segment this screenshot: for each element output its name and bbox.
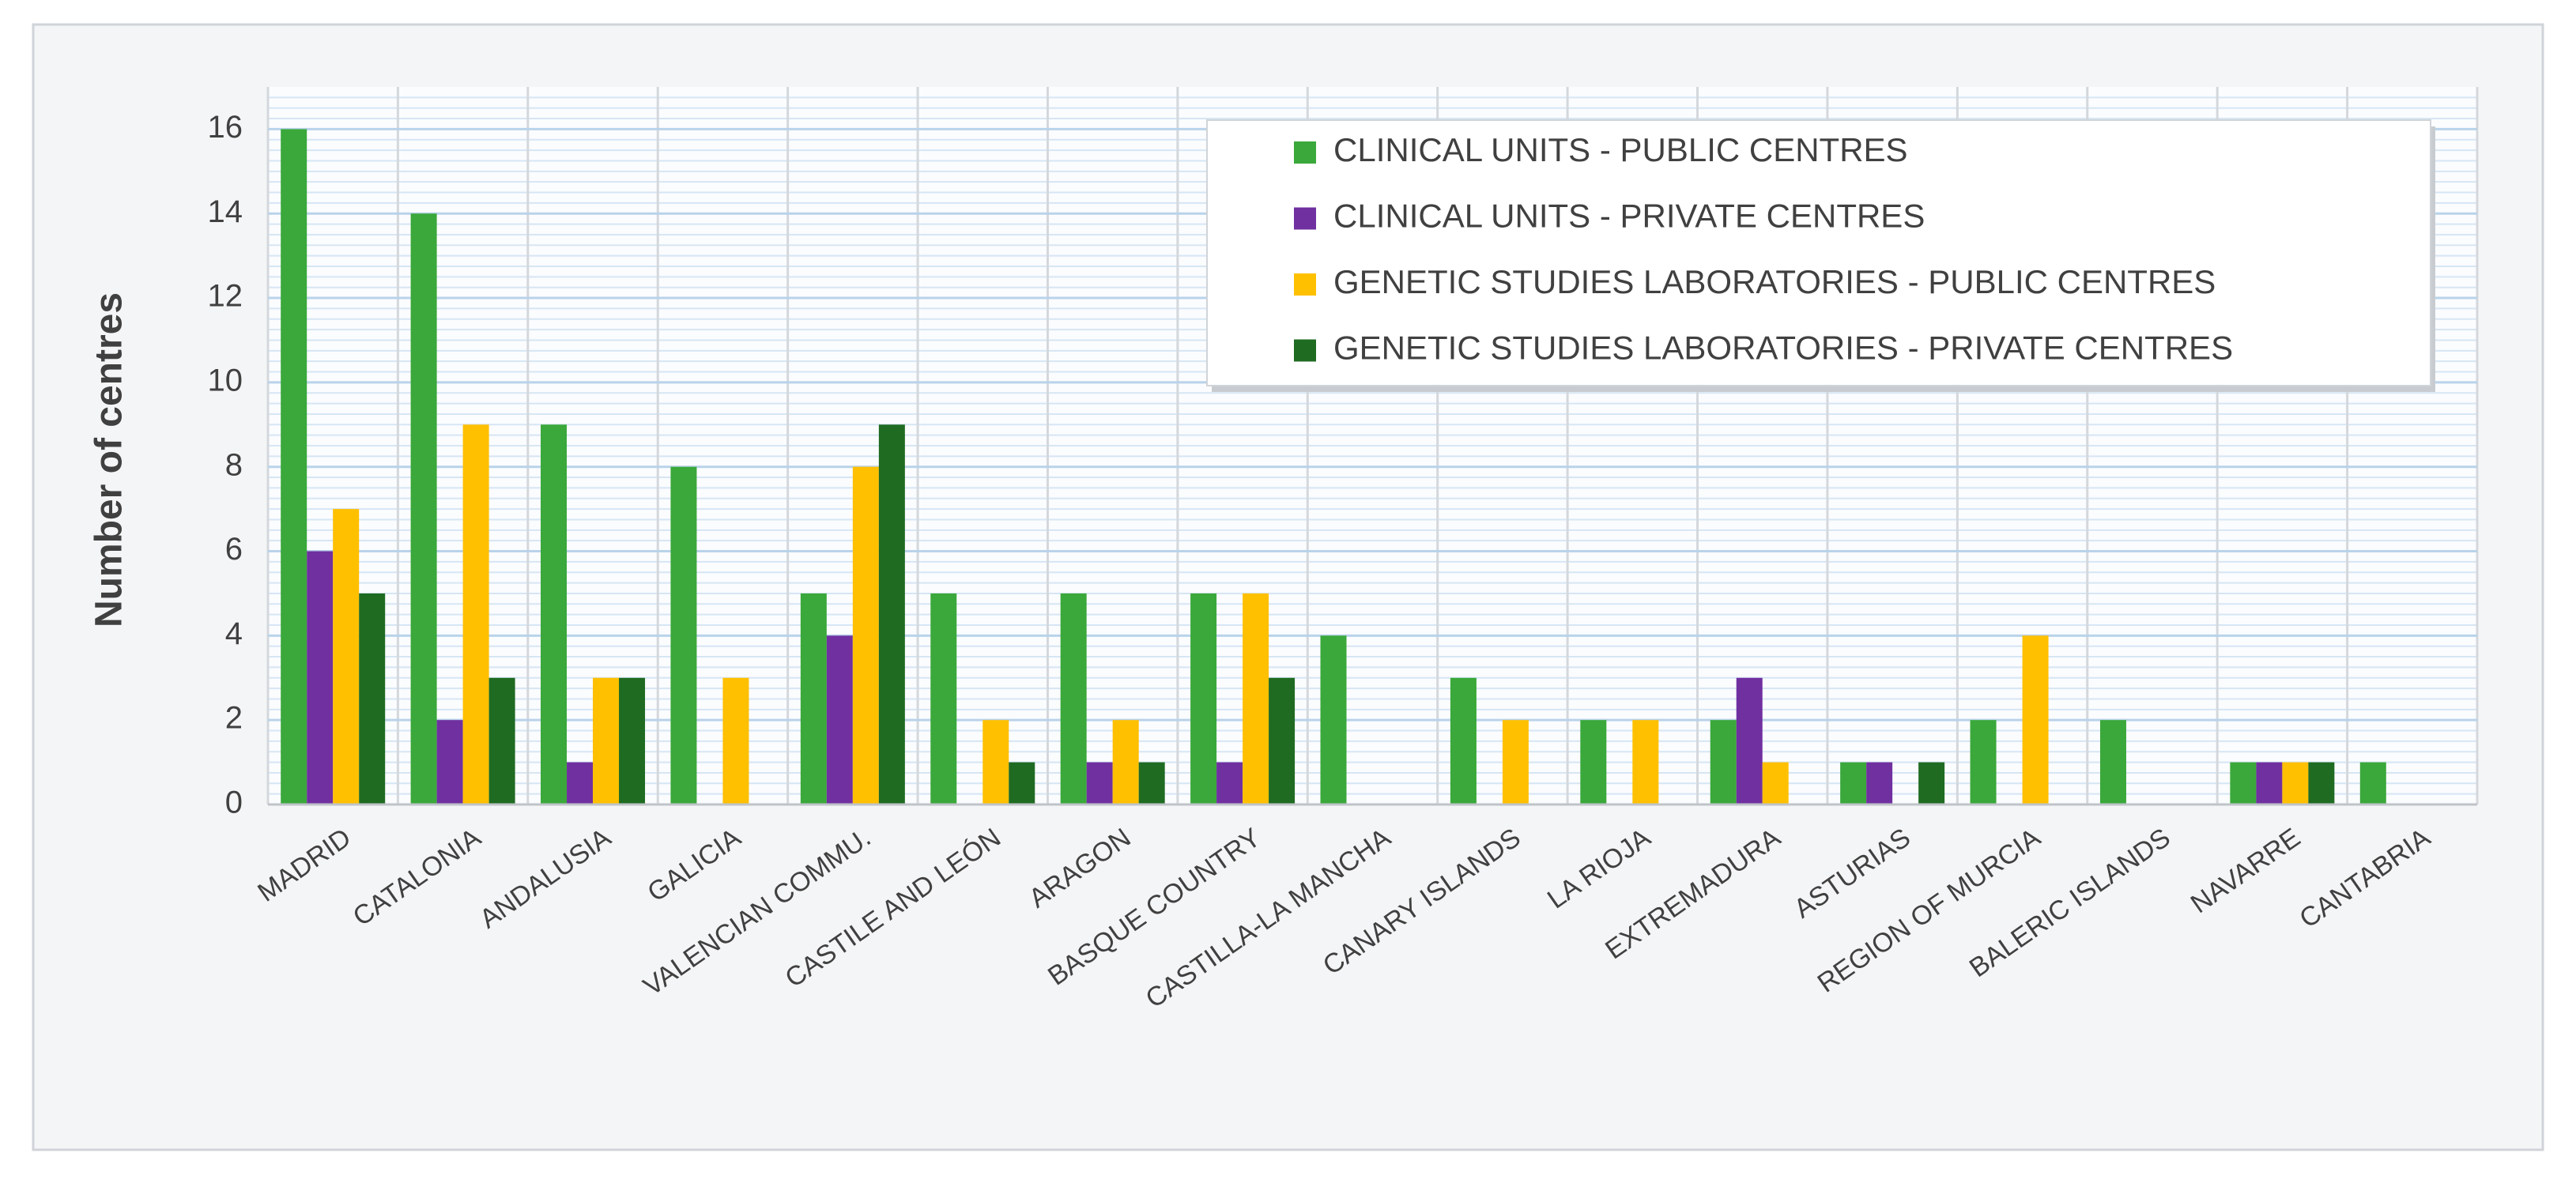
bar — [1502, 720, 1529, 804]
bar — [983, 720, 1009, 804]
y-tick-label: 4 — [225, 616, 243, 651]
bar — [1138, 762, 1165, 804]
legend-swatch — [1294, 207, 1316, 230]
bar — [1580, 720, 1607, 804]
legend: CLINICAL UNITS - PUBLIC CENTRES CLINICAL … — [1206, 119, 2435, 392]
bar — [593, 677, 620, 804]
bars — [281, 129, 2386, 805]
bar — [1450, 677, 1477, 804]
y-tick-label: 12 — [208, 279, 243, 314]
bar — [878, 424, 905, 804]
y-tick-label: 6 — [225, 532, 243, 567]
bar — [2282, 762, 2309, 804]
bar — [1190, 593, 1217, 804]
bar — [670, 466, 697, 804]
y-tick-label: 2 — [225, 701, 243, 736]
y-axis-title: Number of centres — [89, 292, 130, 627]
bar — [826, 635, 853, 804]
bar — [436, 720, 463, 804]
bar — [2099, 720, 2126, 804]
bar — [281, 129, 307, 805]
bar — [1086, 762, 1113, 804]
bar — [1710, 720, 1737, 804]
bar — [1112, 720, 1139, 804]
bar — [1216, 762, 1243, 804]
bar — [541, 424, 568, 804]
y-tick-label: 0 — [225, 786, 243, 820]
bar — [333, 509, 360, 804]
bar — [1918, 762, 1945, 804]
bar — [722, 677, 749, 804]
y-tick-label: 16 — [208, 110, 243, 145]
bar — [1269, 677, 1296, 804]
y-tick-label: 10 — [208, 363, 243, 397]
bar — [1243, 593, 1269, 804]
bar — [1970, 720, 1997, 804]
bar — [852, 466, 879, 804]
bar — [1320, 635, 1347, 804]
legend-label: GENETIC STUDIES LABORATORIES - PUBLIC CE… — [1333, 263, 2216, 300]
bar — [2359, 762, 2386, 804]
bar — [619, 677, 646, 804]
y-tick-label: 8 — [225, 447, 243, 482]
bar — [2308, 762, 2335, 804]
bar — [359, 593, 386, 804]
bar — [1866, 762, 1893, 804]
bar — [930, 593, 957, 804]
y-tick-label: 14 — [208, 194, 243, 229]
bar — [462, 424, 489, 804]
bar — [1060, 593, 1087, 804]
bar — [488, 677, 515, 804]
bar — [2022, 635, 2049, 804]
legend-label: CLINICAL UNITS - PUBLIC CENTRES — [1333, 131, 1908, 168]
legend-label: CLINICAL UNITS - PRIVATE CENTRES — [1333, 198, 1925, 235]
legend-label: GENETIC STUDIES LABORATORIES - PRIVATE C… — [1333, 330, 2233, 367]
bar — [800, 593, 827, 804]
bar — [410, 213, 437, 804]
bar — [1762, 762, 1789, 804]
bar — [1009, 762, 1035, 804]
bar — [1632, 720, 1659, 804]
bar — [1736, 677, 1763, 804]
bar — [2230, 762, 2257, 804]
legend-box — [1206, 119, 2431, 386]
legend-swatch — [1294, 273, 1316, 296]
bar — [307, 551, 334, 804]
bar — [567, 762, 594, 804]
bar — [2256, 762, 2283, 804]
legend-swatch — [1294, 141, 1316, 164]
bar — [1840, 762, 1867, 804]
legend-swatch — [1294, 339, 1316, 362]
